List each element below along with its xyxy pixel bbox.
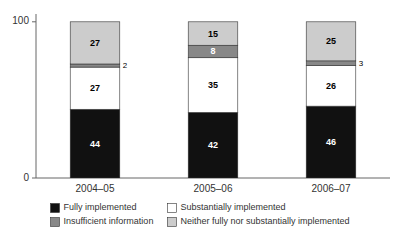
y-axis — [36, 14, 37, 178]
bar-segment — [70, 109, 120, 178]
x-tick-label: 2004–05 — [76, 183, 115, 194]
legend-label: Neither fully nor substantially implemen… — [180, 216, 349, 226]
bar-segment — [188, 58, 238, 113]
x-tick-label: 2005–06 — [194, 183, 233, 194]
legend-item: Substantially implemented — [167, 202, 285, 212]
data-label: 35 — [208, 80, 218, 90]
legend: Fully implemented Substantially implement… — [51, 202, 350, 226]
legend-swatch — [51, 204, 60, 213]
bar-segment — [70, 22, 120, 64]
data-label: 8 — [210, 46, 215, 56]
bar-segment — [306, 61, 356, 66]
y-tick — [32, 178, 36, 179]
legend-item: Neither fully nor substantially implemen… — [167, 216, 349, 226]
data-label: 27 — [90, 38, 100, 48]
bar-segment — [306, 106, 356, 178]
legend-label: Substantially implemented — [180, 202, 285, 212]
data-label: 2 — [123, 61, 128, 70]
bar-segment — [306, 22, 356, 61]
data-labels: 44 42 46 27 35 26 2 8 3 27 15 25 — [90, 29, 364, 151]
legend-swatch — [167, 204, 176, 213]
legend-item: Fully implemented — [51, 202, 137, 212]
data-label: 42 — [208, 140, 218, 150]
y-tick-label: 0 — [23, 172, 29, 183]
legend-item: Insufficient information — [51, 216, 154, 226]
bar-segment — [70, 64, 120, 67]
bar-segment — [188, 22, 238, 45]
data-label: 26 — [326, 81, 336, 91]
bar-segment — [70, 67, 120, 109]
y-tick-label: 100 — [12, 15, 29, 26]
data-label: 44 — [90, 139, 100, 149]
data-label: 27 — [90, 83, 100, 93]
data-label: 25 — [326, 36, 336, 46]
data-label: 15 — [208, 29, 218, 39]
data-label: 3 — [359, 59, 364, 68]
bar-segment — [188, 112, 238, 178]
legend-label: Insufficient information — [64, 216, 154, 226]
bars — [70, 22, 356, 178]
legend-swatch — [51, 218, 60, 227]
x-tick-label: 2006–07 — [312, 183, 351, 194]
bar-segment — [306, 66, 356, 107]
y-tick — [32, 21, 36, 22]
bar-segment — [188, 45, 238, 57]
data-label: 46 — [326, 137, 336, 147]
chart: 0 100 2004–05 2005–06 2006–07 44 42 46 27 35 26 2 8 3… — [0, 0, 400, 240]
legend-swatch — [167, 218, 176, 227]
legend-label: Fully implemented — [64, 202, 137, 212]
